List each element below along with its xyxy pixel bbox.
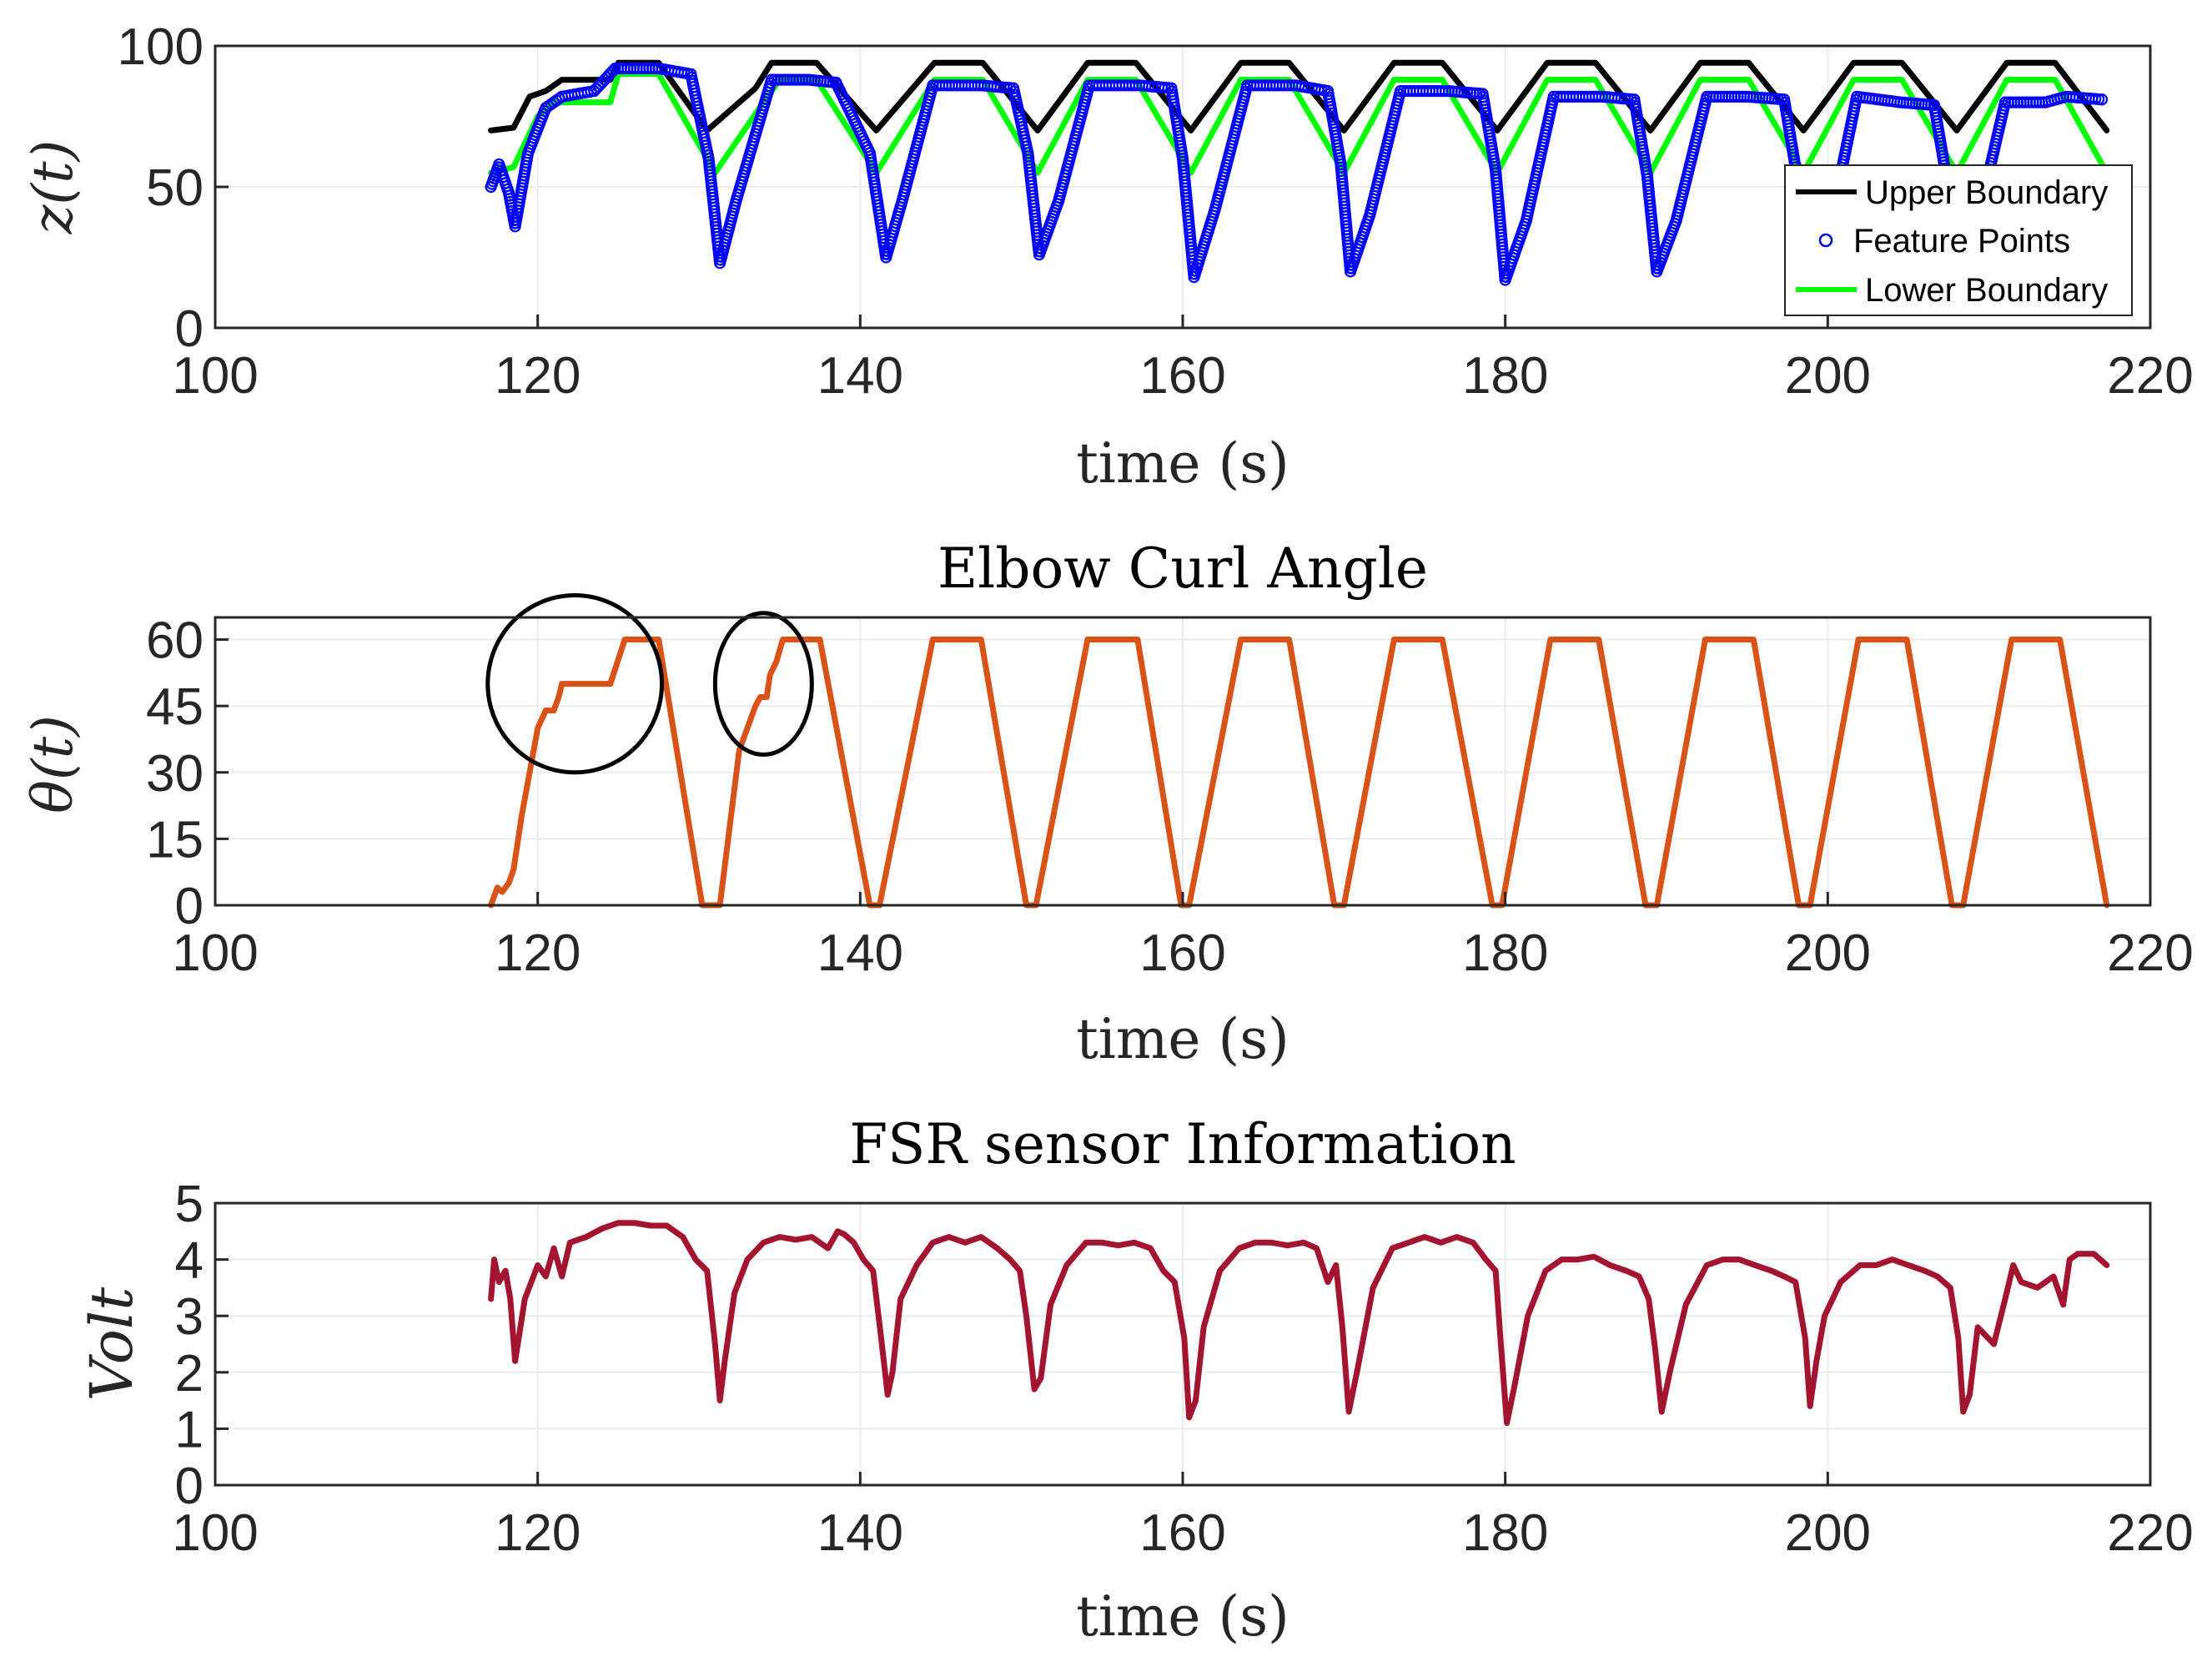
fsr-ylabel: Volt [78, 1287, 146, 1402]
z-t-panel: 100 120 140 160 180 200 220 0 50 100 z(t) time (s… [21, 18, 2194, 496]
y-tick-label: 0 [175, 1458, 204, 1515]
x-tick-label: 140 [817, 1504, 903, 1562]
y-tick-label: 2 [175, 1345, 204, 1403]
y-tick-label: 5 [175, 1176, 204, 1233]
x-tick-label: 160 [1139, 347, 1225, 405]
theta-t-xlabel: time (s) [1076, 1007, 1289, 1071]
theta-t-plot-area [485, 592, 2110, 909]
x-tick-label: 100 [172, 347, 258, 405]
x-tick-label: 180 [1462, 1504, 1548, 1562]
highlight-circle [485, 592, 665, 775]
x-tick-label: 200 [1785, 924, 1871, 982]
y-tick-label: 50 [146, 159, 204, 217]
legend: Upper Boundary Feature Points Lower Boun… [1784, 164, 2133, 316]
y-tick-label: 60 [146, 612, 204, 670]
y-tick-label: 45 [146, 678, 204, 736]
highlight-circle [712, 611, 814, 758]
y-tick-label: 100 [118, 18, 204, 76]
x-tick-label: 120 [495, 1504, 581, 1562]
y-tick-label: 3 [175, 1288, 204, 1346]
z-t-plot-area [485, 59, 2110, 286]
y-tick-label: 1 [175, 1401, 204, 1458]
theta-t-panel: Elbow Curl Angle 100 120 140 160 180 200 22001… [21, 536, 2194, 1071]
legend-label-upper: Upper Boundary [1865, 174, 2108, 211]
y-tick-label: 15 [146, 811, 204, 869]
x-tick-label: 140 [817, 924, 903, 982]
fsr-sensor-title: FSR sensor Information [849, 1112, 1516, 1176]
x-tick-label: 100 [172, 1504, 258, 1562]
fsr-plot-area [488, 1220, 2110, 1427]
x-tick-label: 200 [1785, 347, 1871, 405]
y-tick-label: 0 [175, 878, 204, 935]
theta-t-ylabel: θ(t) [21, 715, 85, 813]
z-t-ticks: 100 120 140 160 180 200 220 0 50 100 [118, 18, 2194, 405]
x-tick-label: 200 [1785, 1504, 1871, 1562]
legend-swatch-feature [1818, 233, 1833, 248]
fsr-panel: FSR sensor Information 100 120 140 160 180 20… [78, 1112, 2194, 1649]
feature-point [2095, 93, 2109, 106]
x-tick-label: 160 [1139, 1504, 1225, 1562]
z-t-xlabel: time (s) [1076, 431, 1289, 496]
legend-label-feature: Feature Points [1853, 223, 2070, 259]
x-tick-label: 120 [495, 347, 581, 405]
x-tick-label: 220 [2107, 347, 2193, 405]
x-tick-label: 100 [172, 924, 258, 982]
voltage-line [488, 1220, 2110, 1427]
x-tick-label: 140 [817, 347, 903, 405]
x-tick-label: 220 [2107, 1504, 2193, 1562]
fsr-xlabel: time (s) [1076, 1584, 1289, 1649]
x-tick-label: 120 [495, 924, 581, 982]
x-tick-label: 160 [1139, 924, 1225, 982]
y-tick-label: 4 [175, 1232, 204, 1290]
theta-t-grid [214, 617, 2151, 906]
theta-t-ticks: 100 120 140 160 180 200 220 0 15 30 45 60 [146, 612, 2194, 982]
y-tick-label: 30 [146, 745, 204, 803]
elbow-curl-angle-title: Elbow Curl Angle [938, 536, 1428, 601]
x-tick-label: 220 [2107, 924, 2193, 982]
t-line [488, 637, 2110, 909]
x-tick-label: 180 [1462, 347, 1548, 405]
x-tick-label: 180 [1462, 924, 1548, 982]
z-t-ylabel: z(t) [21, 140, 85, 235]
y-tick-label: 0 [175, 300, 204, 358]
legend-label-lower: Lower Boundary [1865, 272, 2108, 309]
